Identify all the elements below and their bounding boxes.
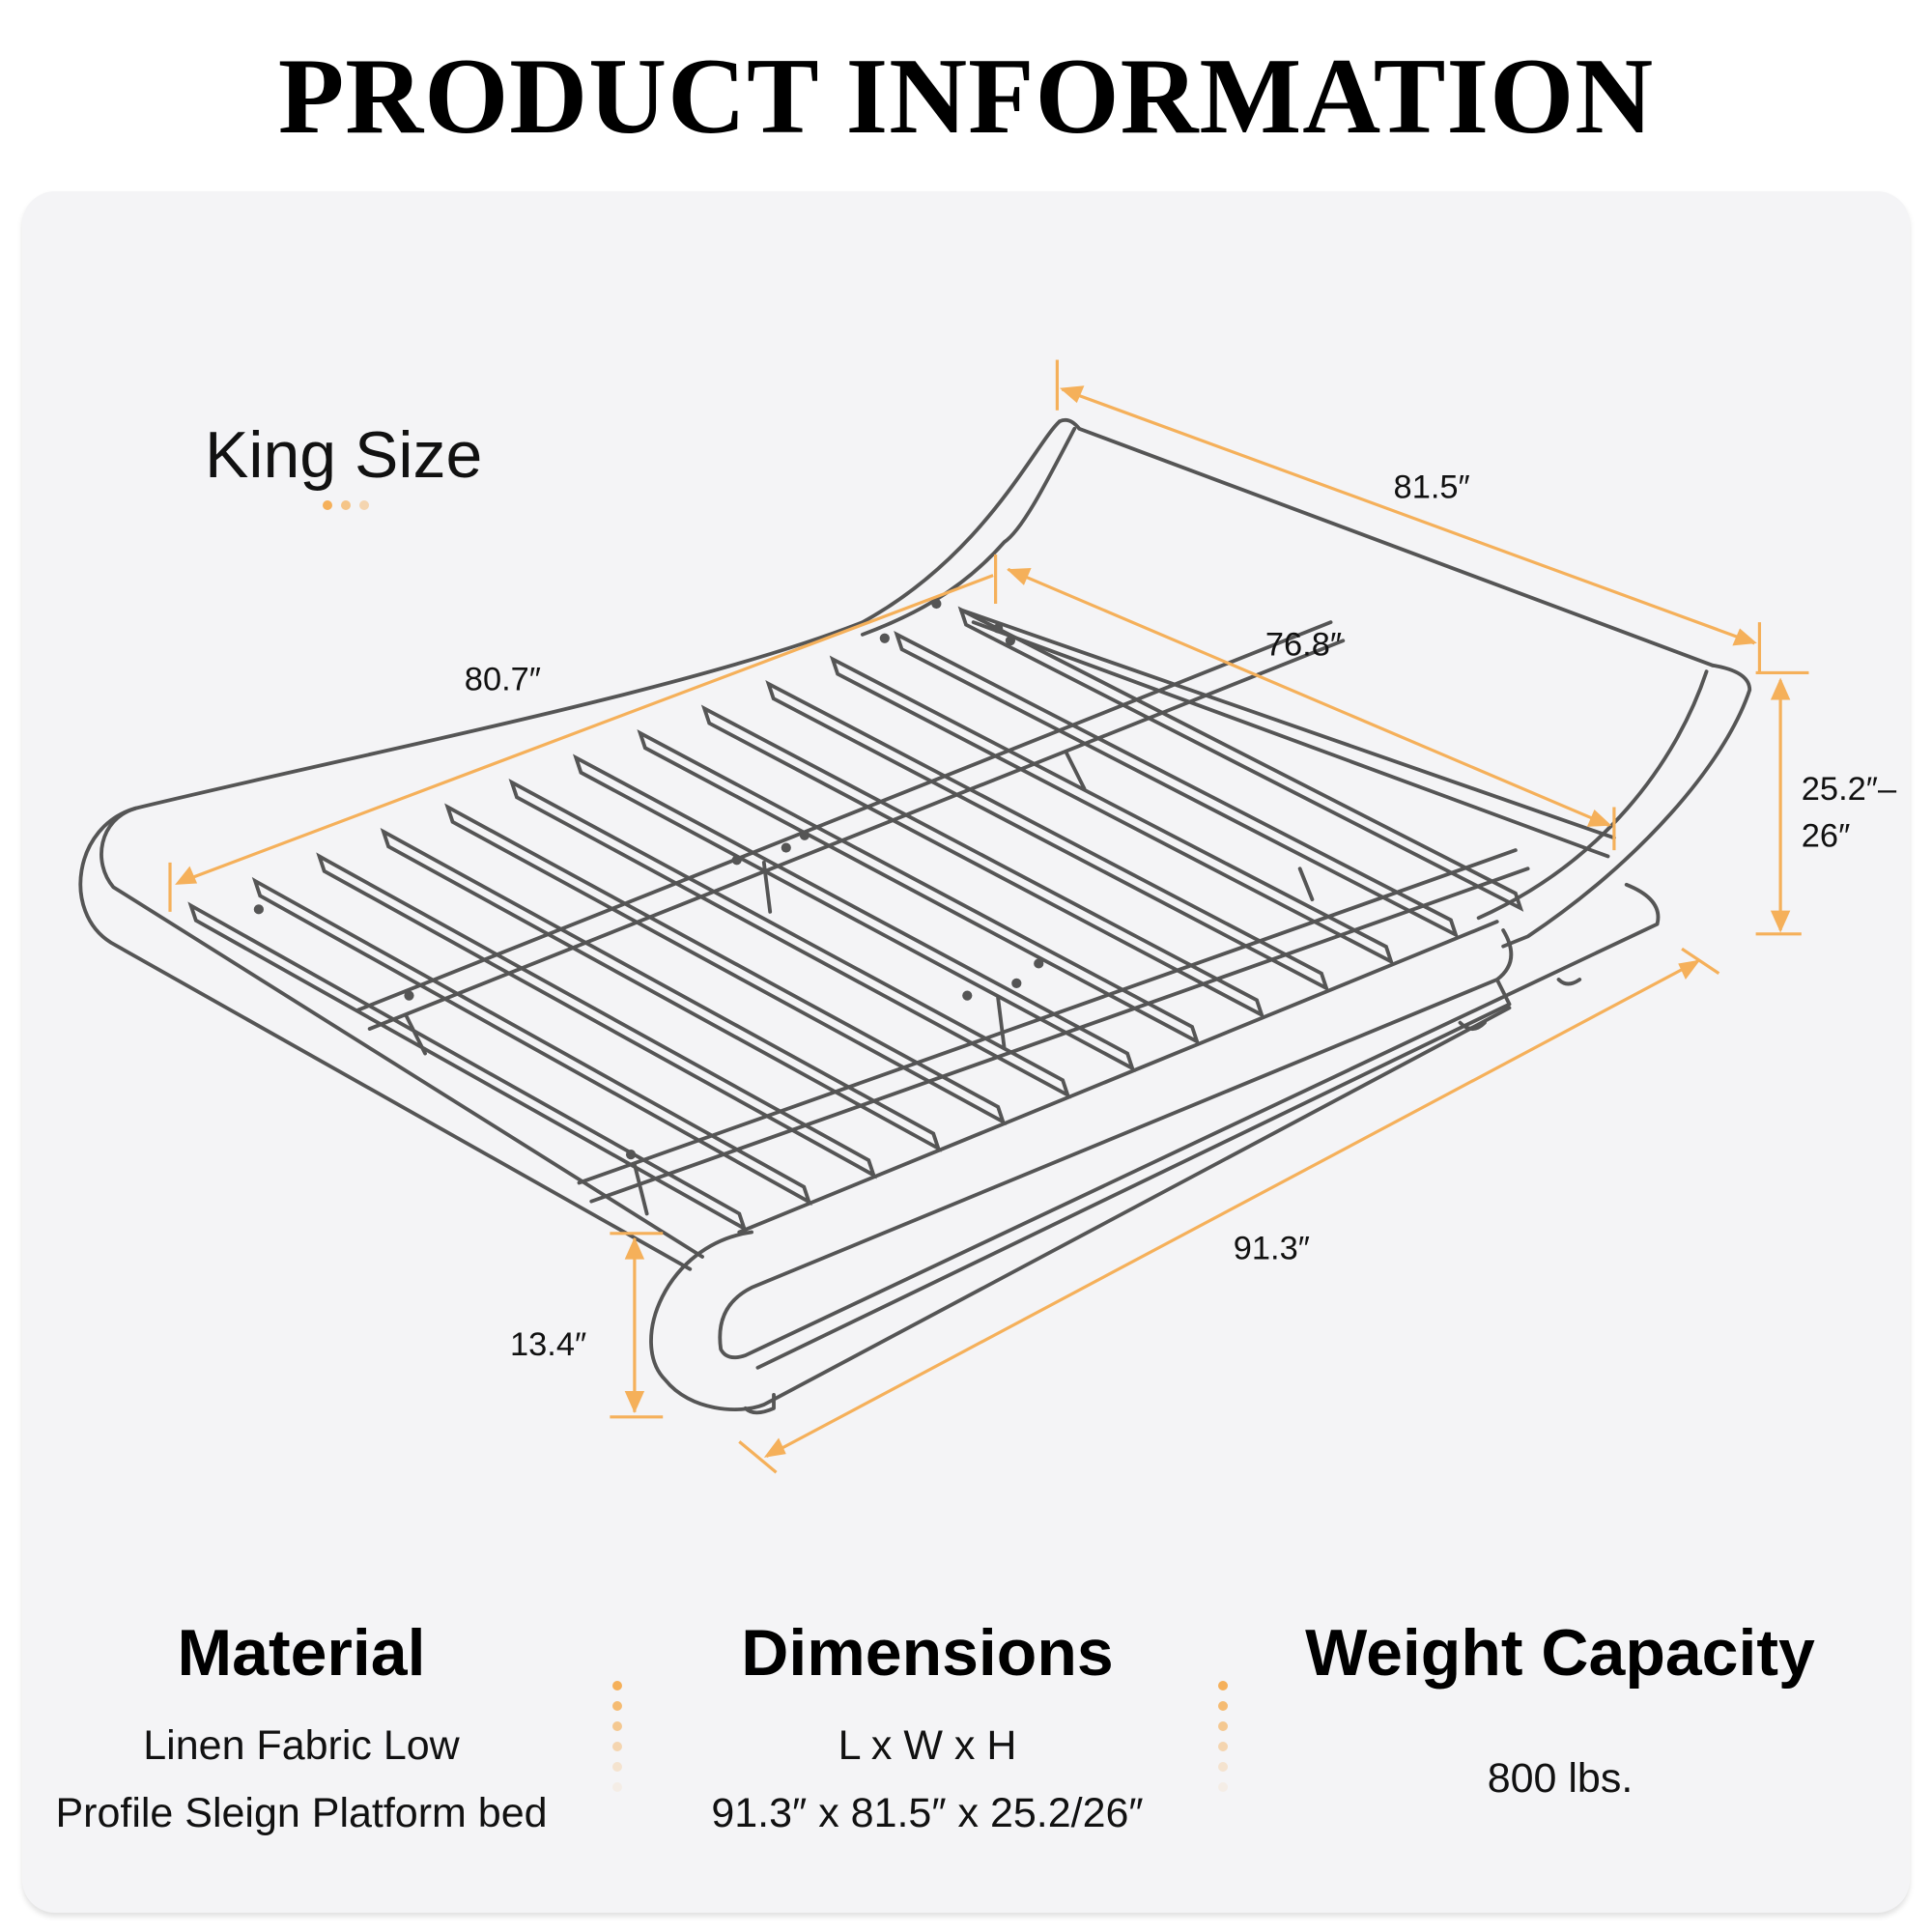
slat — [700, 704, 1265, 1019]
label-side-height: 13.4″ — [510, 1326, 586, 1363]
bed-frame — [78, 417, 1752, 1415]
slat — [572, 753, 1136, 1072]
label-inner-width: 76.8″ — [1265, 627, 1342, 664]
spec-value: 800 lbs. — [1487, 1755, 1634, 1802]
slat — [316, 852, 877, 1179]
dimension-arrows — [175, 385, 1791, 1458]
product-card — [22, 191, 1910, 1913]
separator-dots — [612, 1681, 622, 1792]
label-headboard-width: 81.5″ — [1394, 469, 1470, 505]
page-title: PRODUCT INFORMATION — [277, 37, 1655, 156]
spec-heading: Material — [177, 1616, 426, 1690]
spec-material: Material Linen Fabric Low Profile Sleign… — [0, 1615, 611, 1847]
slat — [444, 803, 1007, 1126]
slat — [957, 606, 1524, 912]
slat — [894, 631, 1460, 939]
slat — [380, 827, 942, 1152]
slat — [251, 876, 812, 1207]
separator-dots — [1218, 1681, 1228, 1792]
decorative-dots — [323, 500, 369, 510]
spec-value: 91.3″ x 81.5″ x 25.2/26″ — [711, 1790, 1144, 1836]
slat — [187, 901, 748, 1233]
slats — [187, 606, 1524, 1233]
spec-heading: Weight Capacity — [1305, 1616, 1815, 1690]
slat — [508, 778, 1071, 1099]
dimension-lines — [168, 359, 1809, 1474]
label-height-line1: 25.2″– — [1802, 771, 1897, 808]
slat — [637, 728, 1201, 1046]
bolts — [253, 598, 1044, 1160]
spec-value: Linen Fabric Low — [143, 1722, 460, 1769]
slat — [829, 655, 1395, 966]
label-overall-length: 91.3″ — [1234, 1231, 1310, 1267]
spec-heading: Dimensions — [741, 1616, 1114, 1690]
spec-value: Profile Sleign Platform bed — [55, 1790, 548, 1836]
spec-weight-capacity: Weight Capacity 800 lbs. — [1251, 1615, 1869, 1812]
size-label: King Size — [205, 418, 483, 492]
spec-value: L x W x H — [838, 1722, 1017, 1769]
label-inner-length: 80.7″ — [465, 661, 541, 697]
spec-dimensions: Dimensions L x W x H 91.3″ x 81.5″ x 25.… — [618, 1615, 1236, 1847]
slat — [765, 680, 1330, 992]
label-height-line2: 26″ — [1802, 817, 1850, 854]
